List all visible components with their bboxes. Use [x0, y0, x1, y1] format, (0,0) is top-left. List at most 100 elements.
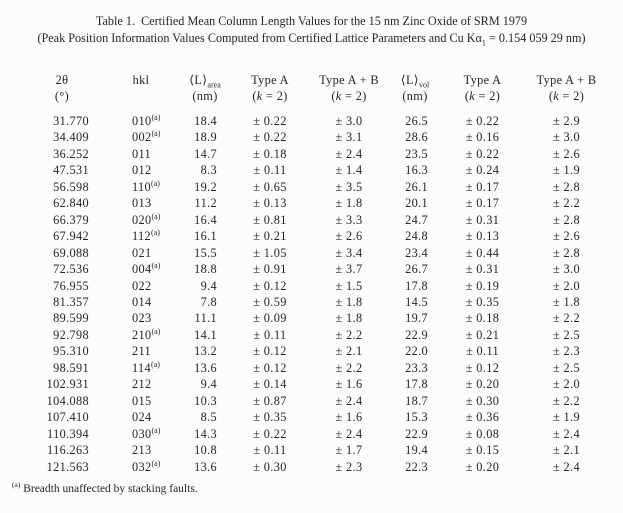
type-a-area-cell: ± 0.12	[253, 360, 287, 375]
l-vol-cell: 24.8	[405, 229, 428, 244]
type-a-vol-cell: ± 0.19	[465, 278, 500, 293]
hkl-cell: 211	[132, 344, 152, 359]
l-vol-cell: 19.7	[405, 311, 428, 326]
type-ab-area-cell: ± 1.8	[335, 294, 363, 309]
type-ab-area-cell: ± 1.8	[335, 311, 363, 326]
type-a-area-cell: ± 0.22	[253, 426, 287, 441]
l-area-cell: 9.4	[200, 377, 217, 392]
type-a-vol-cell: ± 0.22	[465, 146, 500, 161]
type-ab-vol-cell: ± 2.0	[553, 278, 580, 293]
hkl-footnote-marker: (a)	[151, 129, 161, 139]
two-theta-cell: 89.599	[53, 311, 89, 326]
column-header-line2: (nm)	[402, 88, 428, 103]
type-ab-area-cell: ± 1.7	[335, 443, 363, 458]
type-ab-vol-cell: ± 2.5	[553, 360, 580, 375]
table-row: 31.770 010(a) 18.4 ± 0.22 ± 3.0 26.5 ± 0.22 ± 2…	[20, 113, 608, 129]
hkl-footnote-marker: (a)	[151, 458, 161, 468]
table-row: 107.410 024 8.5 ± 0.35 ± 1.6 15.3 ± 0.36 ± 1.9	[20, 409, 608, 425]
two-theta-cell: 34.409	[53, 130, 89, 145]
hkl-cell: 015	[132, 393, 152, 408]
type-a-area-cell: ± 0.12	[253, 344, 287, 359]
table-row: 47.531 012 8.3 ± 0.11 ± 1.4 16.3 ± 0.24 ± 1.9	[20, 162, 608, 178]
type-a-area-cell: ± 0.30	[253, 459, 287, 474]
l-vol-cell: 14.5	[405, 294, 428, 309]
l-area-cell: 10.3	[194, 393, 217, 408]
column-header-type-ab-area: Type A + B (k = 2)	[308, 73, 390, 113]
table-row: 36.252 011 14.7 ± 0.18 ± 2.4 23.5 ± 0.22 ± 2.6	[20, 146, 608, 162]
l-area-cell: 8.5	[200, 410, 217, 425]
two-theta-cell: 98.591	[53, 360, 89, 375]
type-a-area-cell: ± 0.11	[253, 443, 287, 458]
type-ab-vol-cell: ± 2.8	[553, 245, 580, 260]
type-a-vol-cell: ± 0.20	[465, 377, 500, 392]
type-ab-area-cell: ± 2.2	[335, 360, 363, 375]
hkl-cell: 112(a)	[132, 228, 160, 244]
type-ab-vol-cell: ± 3.0	[553, 130, 580, 145]
table-row: 116.263 213 10.8 ± 0.11 ± 1.7 19.4 ± 0.15 ± 2.1	[20, 442, 608, 458]
table-row: 102.931 212 9.4 ± 0.14 ± 1.6 17.8 ± 0.20 ± 2.0	[20, 376, 608, 392]
column-header-type-ab-vol: Type A + B (k = 2)	[525, 73, 608, 113]
two-theta-cell: 95.310	[53, 344, 89, 359]
column-header-hkl: hkl	[104, 73, 178, 113]
type-ab-vol-cell: ± 3.0	[553, 262, 580, 277]
table-header-row: 2θ (°) hkl ⟨L⟩area (nm) Type A (k = 2) Type A …	[20, 73, 608, 113]
hkl-cell: 011	[132, 146, 152, 161]
l-area-cell: 11.2	[194, 196, 217, 211]
l-area-cell: 10.8	[194, 443, 217, 458]
type-a-vol-cell: ± 0.08	[465, 426, 500, 441]
column-header-line2: (k = 2)	[252, 88, 288, 103]
table-row: 110.394 030(a) 14.3 ± 0.22 ± 2.4 22.9 ± 0.08 ± …	[20, 426, 608, 442]
type-a-area-cell: ± 0.09	[253, 311, 287, 326]
footnote-text: Breadth unaffected by stacking faults.	[23, 482, 198, 495]
type-ab-area-cell: ± 3.7	[335, 262, 363, 277]
type-a-area-cell: ± 0.13	[253, 196, 287, 211]
type-a-vol-cell: ± 0.16	[465, 130, 500, 145]
type-a-area-cell: ± 0.11	[253, 327, 287, 342]
column-header-line2: (k = 2)	[548, 88, 585, 103]
type-a-area-cell: ± 0.91	[253, 262, 287, 277]
hkl-cell: 030(a)	[132, 425, 161, 441]
type-ab-area-cell: ± 3.3	[335, 212, 363, 227]
l-vol-cell: 17.8	[405, 377, 428, 392]
hkl-cell: 004(a)	[132, 260, 161, 277]
table-row: 104.088 015 10.3 ± 0.87 ± 2.4 18.7 ± 0.30 ± 2.2	[20, 393, 608, 409]
column-header-type-a-vol: Type A (k = 2)	[440, 73, 525, 113]
certified-values-table: 2θ (°) hkl ⟨L⟩area (nm) Type A (k = 2) Type A …	[20, 73, 608, 475]
hkl-cell: 213	[132, 443, 152, 458]
type-a-vol-cell: ± 0.44	[465, 245, 500, 260]
l-area-cell: 9.4	[200, 278, 217, 293]
l-vol-cell: 22.0	[405, 344, 428, 359]
hkl-footnote-marker: (a)	[151, 228, 160, 238]
type-a-vol-cell: ± 0.17	[465, 196, 500, 211]
l-area-cell: 14.7	[194, 146, 217, 161]
l-vol-cell: 22.9	[405, 327, 428, 342]
l-area-cell: 13.2	[194, 344, 217, 359]
l-vol-cell: 26.5	[405, 114, 428, 128]
l-vol-cell: 22.9	[405, 426, 428, 441]
column-header-line1: Type A + B	[319, 73, 379, 87]
hkl-footnote-marker: (a)	[151, 425, 161, 435]
type-ab-vol-cell: ± 2.9	[553, 114, 580, 128]
hkl-footnote-marker: (a)	[151, 260, 161, 270]
type-a-vol-cell: ± 0.35	[465, 294, 500, 309]
hkl-cell: 022	[132, 278, 152, 293]
type-ab-area-cell: ± 2.4	[335, 426, 363, 441]
table-row: 62.840 013 11.2 ± 0.13 ± 1.8 20.1 ± 0.17 ± 2.2	[20, 195, 608, 211]
hkl-cell: 010(a)	[132, 112, 161, 128]
type-a-vol-cell: ± 0.21	[465, 327, 500, 342]
type-a-area-cell: ± 0.22	[253, 114, 287, 128]
type-a-vol-cell: ± 0.24	[465, 163, 500, 178]
footnote-marker: (a)	[12, 480, 21, 490]
type-a-vol-cell: ± 0.31	[465, 262, 500, 277]
column-header-line2	[104, 89, 178, 105]
type-a-area-cell: ± 0.35	[253, 410, 287, 425]
hkl-cell: 114(a)	[132, 359, 160, 375]
type-a-vol-cell: ± 0.20	[465, 459, 500, 474]
column-header-type-a-area: Type A (k = 2)	[232, 73, 308, 113]
type-a-vol-cell: ± 0.30	[465, 393, 500, 408]
column-header-line2: (k = 2)	[331, 88, 367, 103]
type-ab-vol-cell: ± 2.2	[553, 393, 580, 408]
type-a-vol-cell: ± 0.11	[466, 344, 499, 359]
type-a-area-cell: ± 1.05	[253, 245, 287, 260]
type-a-vol-cell: ± 0.22	[465, 114, 500, 128]
